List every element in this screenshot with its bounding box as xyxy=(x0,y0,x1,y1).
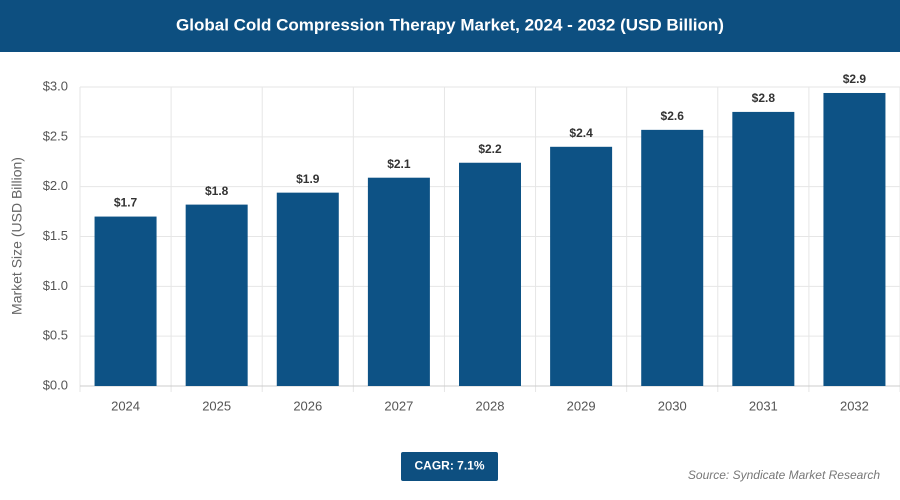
bar xyxy=(367,177,430,386)
x-tick-label: 2031 xyxy=(749,398,778,413)
bar xyxy=(94,216,157,386)
value-label: $2.6 xyxy=(661,109,685,123)
x-tick-label: 2028 xyxy=(476,398,505,413)
chart-title: Global Cold Compression Therapy Market, … xyxy=(176,15,724,34)
x-tick-label: 2030 xyxy=(658,398,687,413)
value-label: $2.9 xyxy=(843,72,867,86)
source: Source: Syndicate Market Research xyxy=(688,468,880,482)
y-axis-label: Market Size (USD Billion) xyxy=(9,157,25,315)
bar xyxy=(276,192,339,386)
x-tick-label: 2029 xyxy=(567,398,596,413)
x-tick-label: 2024 xyxy=(111,398,140,413)
bar xyxy=(732,111,795,387)
value-label: $1.8 xyxy=(205,184,229,198)
bar xyxy=(823,92,886,386)
value-label: $2.4 xyxy=(569,126,593,140)
x-tick-label: 2025 xyxy=(202,398,231,413)
value-label: $2.2 xyxy=(478,142,502,156)
y-tick-label: $1.5 xyxy=(43,228,68,243)
y-tick-label: $0.5 xyxy=(43,328,68,343)
y-tick-label: $2.5 xyxy=(43,128,68,143)
x-tick-label: 2026 xyxy=(293,398,322,413)
x-tick-label: 2027 xyxy=(384,398,413,413)
cagr-label: CAGR: 7.1% xyxy=(414,459,484,473)
x-tick-label: 2032 xyxy=(840,398,869,413)
bar xyxy=(185,204,248,386)
value-label: $2.8 xyxy=(752,91,776,105)
bar xyxy=(550,146,613,386)
cagr-box xyxy=(401,452,498,481)
y-tick-label: $0.0 xyxy=(43,377,68,392)
value-label: $1.7 xyxy=(114,196,138,210)
value-label: $1.9 xyxy=(296,172,320,186)
y-tick-label: $1.0 xyxy=(43,278,68,293)
bar xyxy=(459,162,521,386)
y-tick-label: $2.0 xyxy=(43,178,68,193)
title-bar xyxy=(0,0,900,52)
bar xyxy=(641,129,704,386)
value-label: $2.1 xyxy=(387,157,411,171)
y-tick-label: $3.0 xyxy=(43,78,68,93)
